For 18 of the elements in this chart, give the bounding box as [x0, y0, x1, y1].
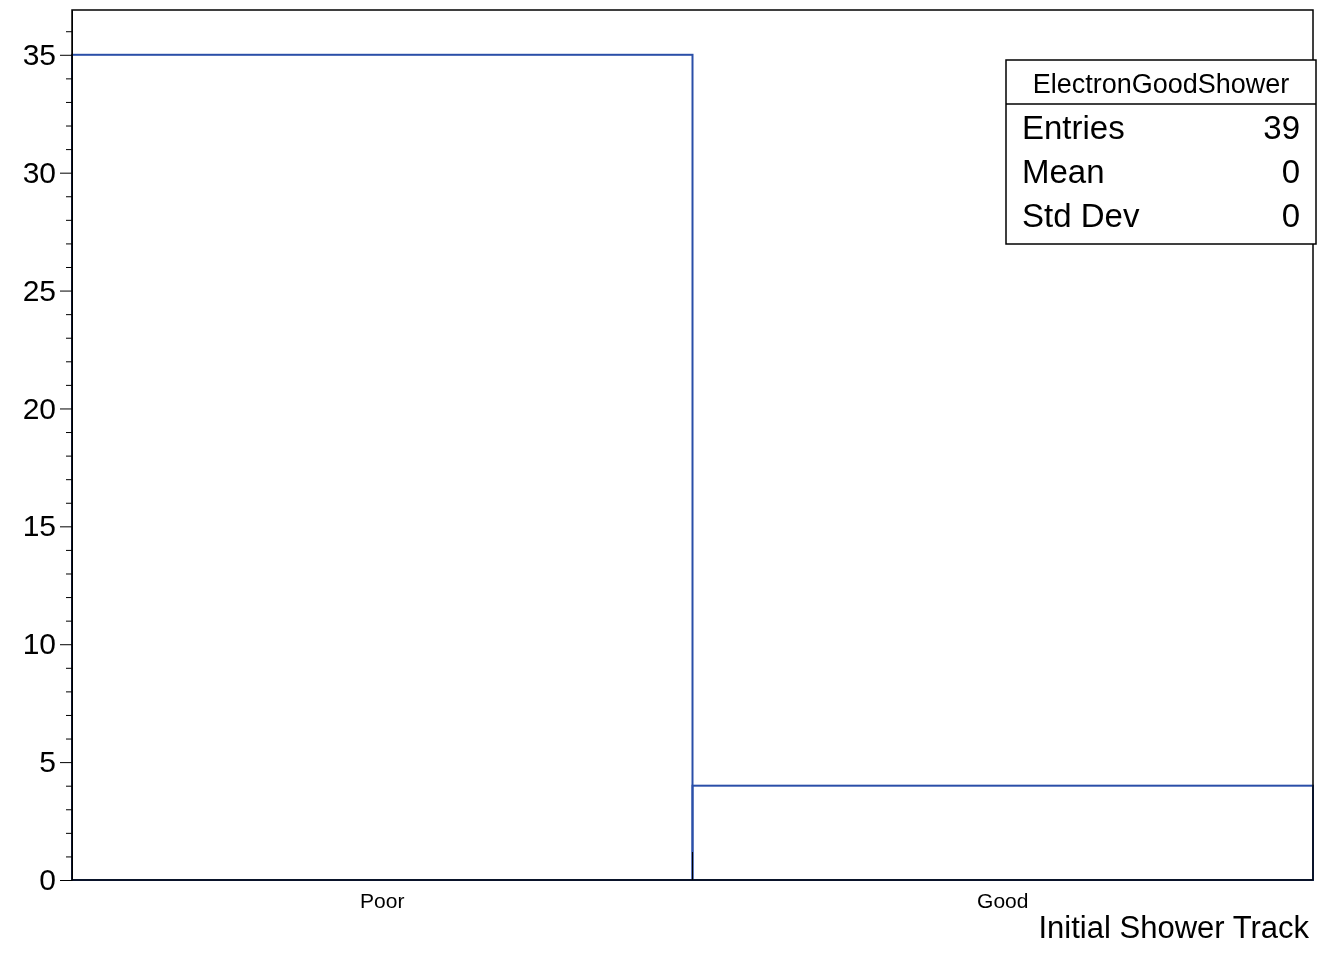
annotation: Mean [1022, 153, 1105, 190]
y-tick-label: 25 [22, 273, 56, 307]
y-tick-label: 35 [22, 37, 56, 71]
y-tick-label: 5 [39, 745, 56, 779]
annotation: Entries [1022, 109, 1125, 146]
x-tick-label: Good [977, 889, 1029, 912]
annotation: ElectronGoodShower [1032, 69, 1290, 99]
annotation: 0 [1281, 197, 1300, 234]
annotation: Std Dev [1022, 197, 1140, 234]
y-tick-label: 0 [39, 863, 56, 897]
y-tick-label: 10 [22, 627, 56, 661]
x-axis-title: Initial Shower Track [1038, 910, 1310, 945]
y-tick-label: 30 [22, 155, 56, 189]
y-tick-label: 15 [22, 509, 56, 543]
annotation: 0 [1281, 153, 1300, 190]
y-tick-label: 20 [22, 391, 56, 425]
annotation: 39 [1263, 109, 1300, 146]
x-tick-label: Poor [360, 889, 405, 912]
